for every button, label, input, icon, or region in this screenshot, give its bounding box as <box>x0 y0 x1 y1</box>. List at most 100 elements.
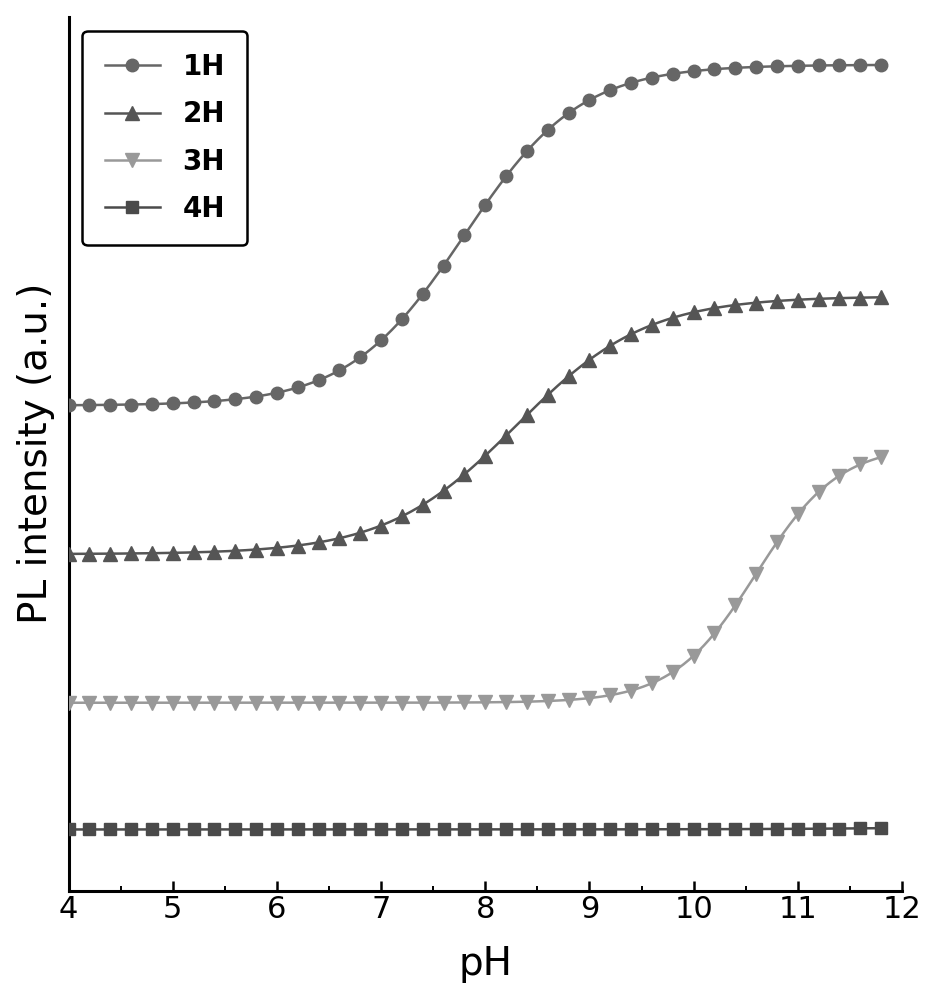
3H <box>688 650 699 662</box>
3H <box>271 697 282 709</box>
3H <box>583 692 595 704</box>
1H <box>271 387 282 399</box>
4H <box>626 823 637 835</box>
1H <box>209 395 220 407</box>
1H <box>730 62 741 74</box>
4H <box>126 823 137 835</box>
2H <box>646 319 658 331</box>
4H <box>250 823 262 835</box>
2H <box>375 520 386 532</box>
4H <box>63 823 74 835</box>
4H <box>188 823 199 835</box>
4H <box>313 823 325 835</box>
2H <box>396 510 407 522</box>
4H <box>105 823 116 835</box>
1H <box>688 65 699 77</box>
2H <box>292 540 303 552</box>
1H <box>230 393 241 405</box>
1H <box>334 364 345 376</box>
3H <box>63 697 74 709</box>
4H <box>813 823 825 835</box>
3H <box>605 689 616 701</box>
3H <box>105 697 116 709</box>
2H <box>522 409 533 421</box>
3H <box>126 697 137 709</box>
1H <box>479 199 491 211</box>
4H <box>146 823 158 835</box>
3H <box>459 696 470 708</box>
2H <box>188 546 199 558</box>
3H <box>563 694 574 706</box>
3H <box>522 696 533 708</box>
1H <box>709 63 720 75</box>
1H <box>813 59 825 71</box>
1H <box>438 260 449 272</box>
3H <box>375 697 386 709</box>
Line: 3H: 3H <box>62 450 888 710</box>
1H <box>459 229 470 241</box>
4H <box>292 823 303 835</box>
1H <box>313 374 325 386</box>
4H <box>375 823 386 835</box>
1H <box>855 59 866 71</box>
4H <box>83 823 95 835</box>
2H <box>250 544 262 556</box>
1H <box>834 59 845 71</box>
4H <box>355 823 366 835</box>
1H <box>417 288 429 300</box>
3H <box>626 685 637 697</box>
2H <box>313 536 325 548</box>
3H <box>250 697 262 709</box>
4H <box>771 823 782 835</box>
Line: 1H: 1H <box>62 59 887 411</box>
3H <box>646 677 658 689</box>
1H <box>875 59 886 71</box>
1H <box>605 84 616 96</box>
1H <box>167 397 178 409</box>
2H <box>875 291 886 303</box>
2H <box>667 312 678 324</box>
2H <box>83 548 95 560</box>
1H <box>146 398 158 410</box>
1H <box>626 77 637 89</box>
1H <box>126 399 137 411</box>
4H <box>793 823 804 835</box>
3H <box>501 696 512 708</box>
2H <box>105 548 116 560</box>
1H <box>646 72 658 84</box>
3H <box>813 486 825 498</box>
4H <box>750 823 762 835</box>
4H <box>542 823 553 835</box>
3H <box>479 696 491 708</box>
3H <box>438 697 449 709</box>
3H <box>771 536 782 548</box>
4H <box>438 823 449 835</box>
4H <box>396 823 407 835</box>
4H <box>667 823 678 835</box>
2H <box>479 450 491 462</box>
1H <box>563 107 574 119</box>
3H <box>855 458 866 470</box>
2H <box>855 292 866 304</box>
4H <box>167 823 178 835</box>
3H <box>188 697 199 709</box>
1H <box>667 68 678 80</box>
4H <box>855 822 866 834</box>
1H <box>542 124 553 136</box>
2H <box>271 542 282 554</box>
3H <box>793 508 804 520</box>
1H <box>355 351 366 363</box>
3H <box>167 697 178 709</box>
2H <box>126 547 137 559</box>
1H <box>522 145 533 157</box>
2H <box>542 389 553 401</box>
1H <box>292 381 303 393</box>
2H <box>688 306 699 318</box>
2H <box>626 328 637 340</box>
2H <box>834 292 845 304</box>
2H <box>459 468 470 480</box>
1H <box>771 60 782 72</box>
2H <box>63 548 74 560</box>
X-axis label: pH: pH <box>459 945 512 983</box>
2H <box>209 546 220 558</box>
